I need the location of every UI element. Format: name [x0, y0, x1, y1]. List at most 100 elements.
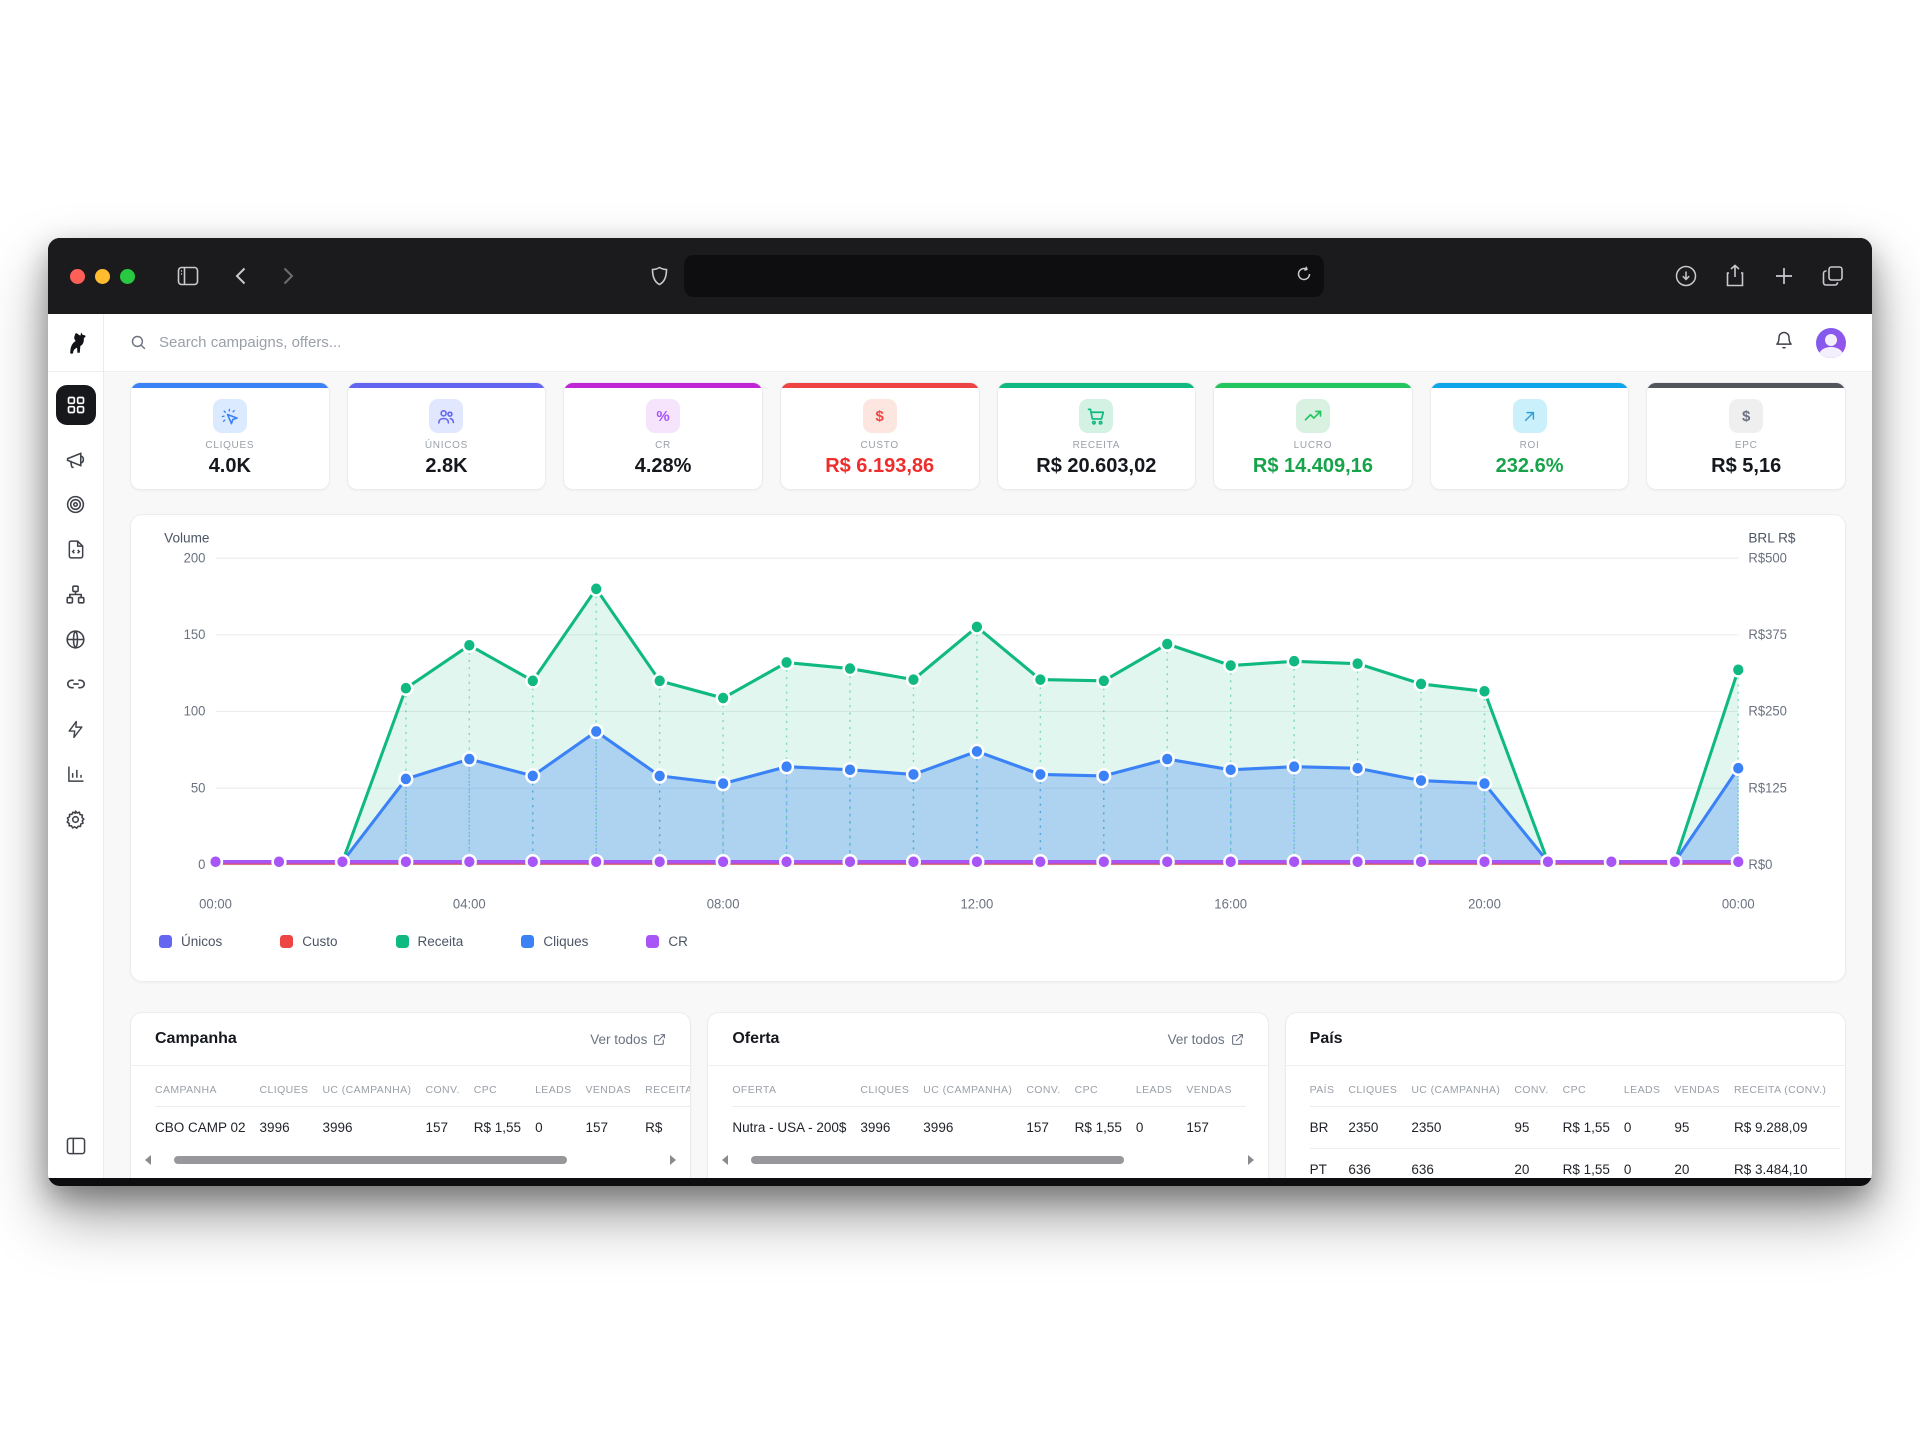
- stat-card-lucro[interactable]: LUCRO R$ 14.409,16: [1213, 382, 1413, 490]
- scrollbar-thumb[interactable]: [751, 1156, 1124, 1164]
- sidebar-item-scripts[interactable]: [65, 538, 87, 560]
- sidebar-item-settings[interactable]: [65, 808, 87, 830]
- legend-label: Receita: [417, 934, 464, 949]
- horizontal-scrollbar[interactable]: [131, 1148, 690, 1178]
- table-cell: 3996: [259, 1106, 323, 1148]
- cursor-click-icon: [212, 399, 247, 433]
- sidebar-item-links[interactable]: [65, 673, 87, 695]
- legend-item-únicos[interactable]: Únicos: [159, 934, 222, 949]
- table-row[interactable]: BR 2350 2350 95 R$ 1,55 0 95 R$ 9.288,09: [1309, 1106, 1841, 1149]
- sidebar-item-dashboard[interactable]: [55, 385, 96, 425]
- panel-collapse-icon[interactable]: [66, 1123, 86, 1178]
- horizontal-scrollbar[interactable]: [708, 1148, 1267, 1178]
- bell-icon[interactable]: [1774, 329, 1794, 356]
- stat-card-label: ÚNICOS: [424, 440, 468, 451]
- table-cell: R$ 1,55: [1562, 1106, 1624, 1149]
- table-title: País: [1309, 1030, 1343, 1047]
- app-header: Search campaigns, offers...: [104, 314, 1872, 372]
- scroll-left-arrow[interactable]: [722, 1155, 729, 1165]
- stat-card-cr[interactable]: % CR 4.28%: [563, 382, 763, 490]
- ver-todos-link[interactable]: Ver todos: [1168, 1032, 1244, 1047]
- legend-label: Custo: [302, 934, 338, 949]
- zoom-window-button[interactable]: [120, 268, 135, 284]
- table-card-pais: País PAÍS CLIQUES UC (CAMPANHA) CONV. CPC LEAD…: [1284, 1012, 1846, 1178]
- sidebar-item-automation[interactable]: [65, 718, 87, 740]
- share-icon[interactable]: [1718, 259, 1752, 293]
- reload-icon[interactable]: [1296, 266, 1312, 287]
- svg-text:BRL R$: BRL R$: [1748, 529, 1795, 545]
- svg-text:R$375: R$375: [1748, 627, 1787, 642]
- minimize-window-button[interactable]: [95, 268, 110, 284]
- legend-label: Únicos: [181, 934, 223, 949]
- forward-icon[interactable]: [271, 259, 305, 293]
- stat-card-accent: [1647, 383, 1845, 388]
- legend-item-receita[interactable]: Receita: [395, 934, 464, 949]
- svg-text:08:00: 08:00: [707, 896, 740, 911]
- table-row[interactable]: CBO CAMP 02 3996 3996 157 R$ 1,55 0 157 R$: [155, 1106, 691, 1148]
- external-link-icon: [1231, 1033, 1243, 1045]
- stat-cards-row: CLIQUES 4.0K ÚNICOS 2.8K% CR 4.28% $ CUSTO R$ 6.…: [130, 382, 1846, 490]
- stat-card-roi[interactable]: ROI 232.6%: [1429, 382, 1630, 490]
- table-card-oferta: Oferta Ver todos OFERTA CLIQUES UC (CAMPANHA…: [707, 1012, 1269, 1178]
- svg-text:50: 50: [191, 780, 206, 795]
- legend-swatch: [280, 935, 294, 948]
- svg-text:Volume: Volume: [164, 529, 210, 545]
- sidebar-toggle-icon[interactable]: [171, 259, 205, 293]
- stat-card-únicos[interactable]: ÚNICOS 2.8K: [346, 382, 547, 490]
- table-cell: Nutra - USA - 200$: [732, 1106, 861, 1148]
- dollar-icon: $: [1729, 399, 1764, 433]
- sidebar-item-structure[interactable]: [65, 583, 87, 605]
- traffic-chart-card: 0 R$0 50 R$125 100 R$250 150 R$375 200 R$500 Volum…: [130, 514, 1846, 982]
- svg-text:00:00: 00:00: [1722, 896, 1755, 911]
- app-logo[interactable]: [48, 314, 103, 372]
- table-header: LEADS: [535, 1084, 572, 1096]
- scrollbar-track[interactable]: [736, 1156, 1239, 1164]
- downloads-icon[interactable]: [1669, 259, 1703, 293]
- svg-text:R$0: R$0: [1748, 857, 1772, 872]
- table-cell: 636: [1348, 1148, 1412, 1178]
- scroll-left-arrow[interactable]: [145, 1155, 151, 1165]
- table-header: RECEITA (CONV.): [1733, 1084, 1827, 1096]
- stat-card-label: RECEITA: [1072, 440, 1121, 451]
- search-input[interactable]: Search campaigns, offers...: [130, 334, 1774, 351]
- tabs-overview-icon[interactable]: [1816, 259, 1850, 293]
- table-cell: 20: [1514, 1148, 1563, 1178]
- back-icon[interactable]: [223, 259, 257, 293]
- sidebar-item-targets[interactable]: [65, 493, 87, 515]
- table-row[interactable]: PT 636 636 20 R$ 1,55 0 20 R$ 3.484,10: [1309, 1148, 1841, 1178]
- sidebar-item-campaigns[interactable]: [65, 448, 87, 470]
- table-header: CPC: [1562, 1084, 1586, 1096]
- traffic-chart[interactable]: 0 R$0 50 R$125 100 R$250 150 R$375 200 R$500 Volum…: [151, 529, 1825, 922]
- scroll-right-arrow[interactable]: [670, 1155, 677, 1165]
- legend-swatch: [159, 935, 172, 948]
- stat-card-accent: [1430, 383, 1629, 388]
- svg-text:R$250: R$250: [1748, 703, 1787, 718]
- table-cell: R$ 3.484,10: [1733, 1148, 1841, 1178]
- new-tab-icon[interactable]: [1767, 259, 1801, 293]
- scrollbar-track[interactable]: [159, 1156, 662, 1164]
- percent-icon: %: [646, 399, 681, 433]
- sidebar-item-reports[interactable]: [65, 763, 87, 785]
- table-cell: 157: [1026, 1106, 1075, 1148]
- stat-card-receita[interactable]: RECEITA R$ 20.603,02: [996, 382, 1197, 490]
- table-header: CPC: [1074, 1084, 1098, 1096]
- sidebar-item-domains[interactable]: [65, 628, 87, 650]
- stat-card-custo[interactable]: $ CUSTO R$ 6.193,86: [779, 382, 980, 490]
- users-icon: [429, 399, 464, 433]
- ver-todos-link[interactable]: Ver todos: [590, 1032, 666, 1047]
- table-header: RECEITA: [645, 1084, 691, 1096]
- stat-card-cliques[interactable]: CLIQUES 4.0K: [130, 382, 330, 490]
- table-row[interactable]: Nutra - USA - 200$ 3996 3996 157 R$ 1,55 0 157: [732, 1106, 1246, 1148]
- scroll-right-arrow[interactable]: [1247, 1155, 1254, 1165]
- avatar[interactable]: [1816, 327, 1846, 358]
- table-cell: 0: [535, 1106, 586, 1148]
- legend-item-cliques[interactable]: Cliques: [521, 934, 588, 949]
- table-cell: 157: [585, 1106, 646, 1148]
- shield-icon[interactable]: [642, 259, 676, 293]
- legend-item-cr[interactable]: CR: [646, 934, 688, 949]
- address-bar[interactable]: [684, 255, 1324, 297]
- legend-item-custo[interactable]: Custo: [280, 934, 338, 949]
- close-window-button[interactable]: [70, 268, 85, 284]
- stat-card-epc[interactable]: $ EPC R$ 5,16: [1646, 382, 1846, 490]
- scrollbar-thumb[interactable]: [174, 1156, 567, 1164]
